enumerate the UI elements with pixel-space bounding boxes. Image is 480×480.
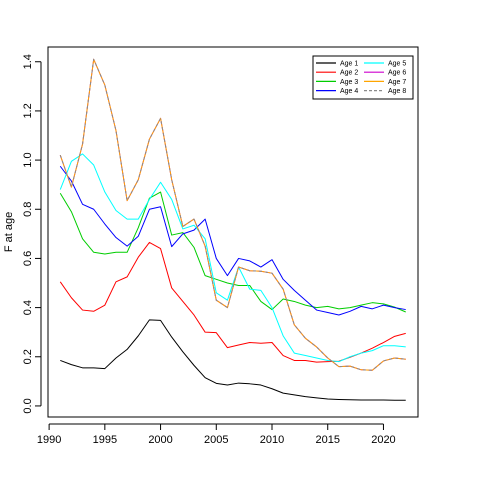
series-line-age-6 <box>59 58 406 371</box>
legend-label: Age 2 <box>340 70 358 77</box>
legend-label: Age 3 <box>340 79 358 86</box>
series-line-age-7 <box>59 58 406 371</box>
x-tick-label: 2000 <box>148 434 172 446</box>
legend-label: Age 4 <box>340 88 358 95</box>
x-tick-label: 1995 <box>93 434 117 446</box>
legend-box <box>312 55 414 100</box>
y-axis-title: F at age <box>3 212 15 252</box>
y-tick-label: 0.2 <box>22 349 34 364</box>
x-tick-label: 2015 <box>315 434 339 446</box>
legend-label: Age 5 <box>388 61 406 68</box>
series-lines <box>59 58 406 401</box>
legend-label: Age 8 <box>388 88 406 95</box>
legend: Age 1 Age 2 Age 3 Age 4 Age 5 Age 6 Age 7 Age 8 <box>312 55 414 100</box>
plot-area-frame <box>47 46 419 418</box>
series-line-age-3 <box>59 191 406 313</box>
y-tick-label: 0.0 <box>22 398 34 413</box>
x-tick-label: 2020 <box>371 434 395 446</box>
series-line-age-4 <box>59 165 406 316</box>
legend-label: Age 1 <box>340 61 358 68</box>
series-line-age-1 <box>60 319 406 401</box>
legend-label: Age 6 <box>388 70 406 77</box>
x-tick-label: 2010 <box>260 434 284 446</box>
y-tick-label: 0.4 <box>22 300 34 315</box>
y-axis: 0.0 0.2 0.4 0.6 0.8 1.0 1.2 1.4 <box>22 54 42 414</box>
legend-label: Age 7 <box>388 79 406 86</box>
series-line-age-8 <box>59 58 406 371</box>
y-tick-label: 1.2 <box>22 103 34 118</box>
series-line-age-2 <box>59 241 406 363</box>
y-tick-label: 1.4 <box>22 54 34 69</box>
x-axis: 1990 1995 2000 2005 2010 2015 2020 <box>37 423 396 446</box>
x-tick-label: 1990 <box>37 434 61 446</box>
y-tick-label: 0.8 <box>22 202 34 217</box>
y-tick-label: 1.0 <box>22 152 34 167</box>
y-tick-label: 0.6 <box>22 251 34 266</box>
x-tick-label: 2005 <box>204 434 228 446</box>
series-line-age-5 <box>59 153 406 363</box>
